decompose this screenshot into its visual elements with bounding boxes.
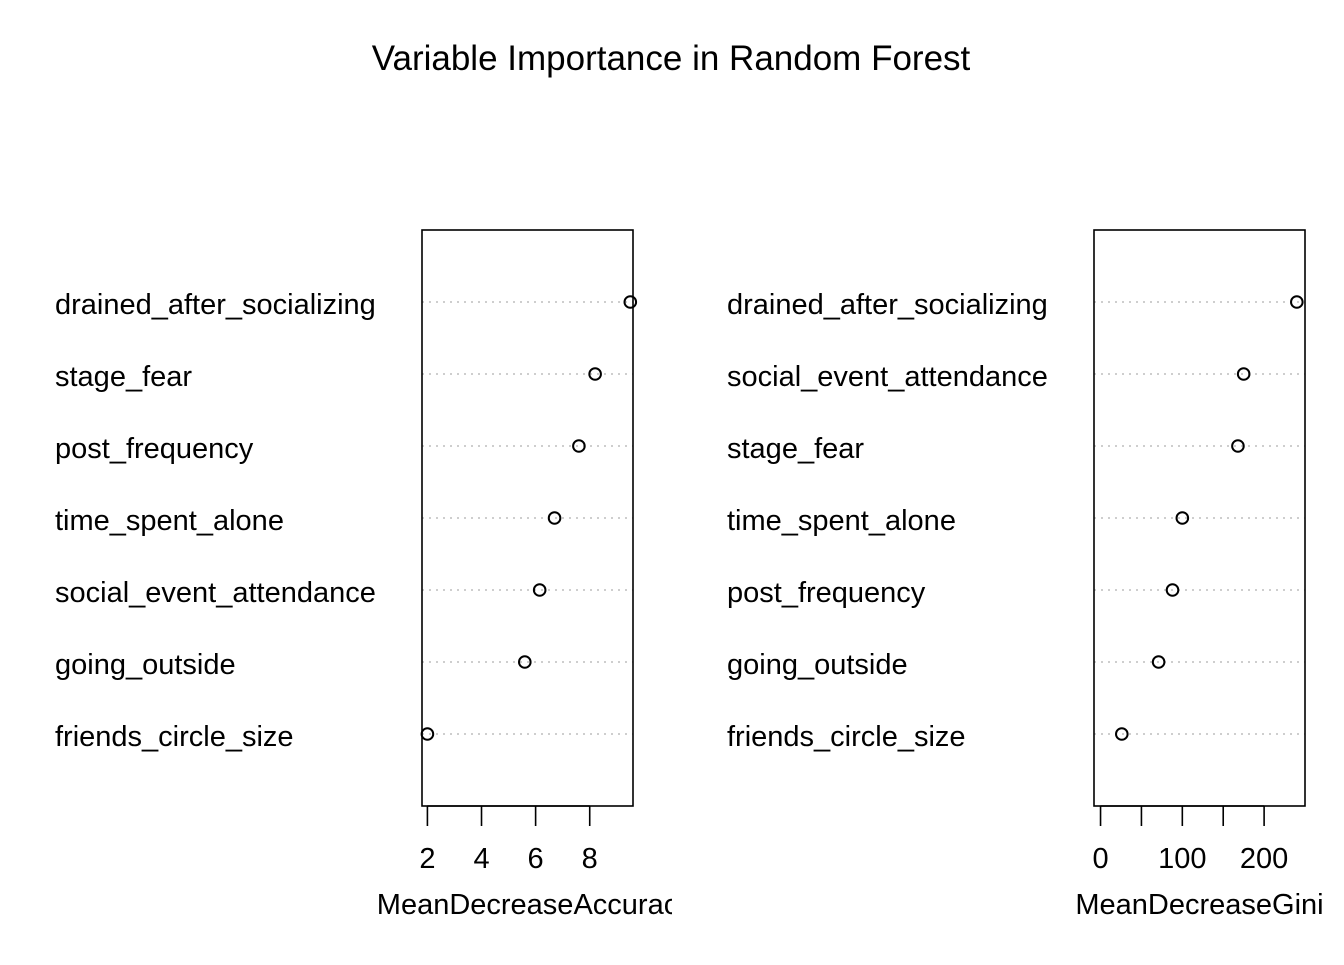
category-label: friends_circle_size: [55, 721, 294, 753]
data-point: [588, 367, 602, 381]
data-point: [1231, 439, 1245, 453]
category-label: going_outside: [55, 649, 236, 681]
category-label: post_frequency: [55, 433, 254, 465]
data-point: [572, 439, 586, 453]
data-point: [532, 583, 547, 597]
x-tick-label: 0: [1092, 843, 1108, 875]
category-label: stage_fear: [55, 361, 192, 393]
data-point: [1175, 511, 1190, 525]
data-point: [1165, 583, 1180, 597]
category-label: social_event_attendance: [727, 361, 1048, 393]
x-tick-label: 100: [1158, 843, 1206, 875]
category-label: drained_after_socializing: [55, 289, 376, 321]
x-tick-label: 4: [473, 843, 489, 875]
category-label: drained_after_socializing: [727, 289, 1048, 321]
category-label: post_frequency: [727, 577, 926, 609]
category-label: time_spent_alone: [55, 505, 284, 537]
x-tick-label: 8: [582, 843, 598, 875]
data-point: [547, 511, 562, 525]
x-tick-label: 2: [419, 843, 435, 875]
chart-title: Variable Importance in Random Forest: [372, 39, 971, 78]
data-point: [623, 295, 638, 309]
category-label: time_spent_alone: [727, 505, 956, 537]
x-axis-label: MeanDecreaseGini: [1075, 889, 1323, 921]
panel-mean-decrease-gini: drained_after_socializing social_event_at…: [727, 229, 1324, 921]
category-label: friends_circle_size: [727, 721, 966, 753]
category-label: stage_fear: [727, 433, 864, 465]
x-tick-label: 6: [528, 843, 544, 875]
data-point: [517, 655, 532, 669]
data-point: [1115, 727, 1129, 741]
category-label: social_event_attendance: [55, 577, 376, 609]
data-point: [1290, 295, 1304, 309]
x-tick-label: 200: [1240, 843, 1288, 875]
category-label: going_outside: [727, 649, 908, 681]
data-point: [1236, 367, 1251, 381]
panel-mean-decrease-accuracy: drained_after_socializing stage_fear post_…: [55, 229, 678, 921]
x-axis-label: MeanDecreaseAccurac: [377, 889, 678, 921]
data-point: [1151, 655, 1166, 669]
